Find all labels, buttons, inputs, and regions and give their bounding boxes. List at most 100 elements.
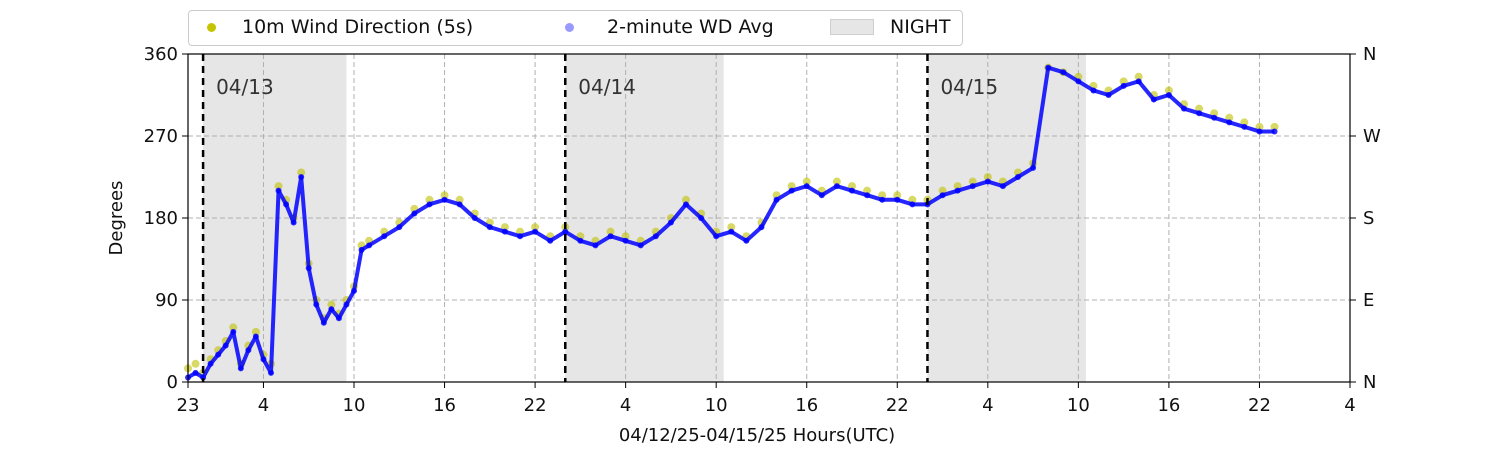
series-1-point-22 [351,287,357,294]
series-0-point-84 [1270,122,1279,131]
series-1-point-56 [849,187,855,194]
series-1-point-66 [999,183,1006,190]
series-1-point-7 [237,365,244,372]
series-0 [184,63,1279,377]
series-1-point-84 [1271,128,1278,135]
series-1-point-32 [486,224,493,231]
series-1-point-80 [1211,114,1218,121]
series-1-point-82 [1241,123,1248,130]
series-1-point-63 [954,187,961,194]
series-1-point-16 [305,265,312,272]
series-1-point-24 [366,242,373,249]
series-1-point-15 [298,174,305,180]
series-1-point-83 [1256,128,1263,135]
series-1-point-30 [456,201,463,208]
series-0-point-15 [297,168,306,177]
x-tick-label-13: 4 [1344,395,1355,416]
series-1-point-9 [252,333,259,340]
series-1-point-74 [1120,82,1127,89]
series-1-point-12 [275,187,282,194]
series-1-point-75 [1135,78,1142,85]
series-0-point-12 [274,182,283,191]
series-0-point-55 [832,177,841,186]
day-marker-label-1: 04/14 [578,75,636,99]
series-1-point-34 [517,233,523,240]
series-1-point-43 [652,233,659,240]
y2-tick-label-1: E [1363,290,1374,311]
series-0-point-77 [1164,86,1173,95]
series-0-point-65 [983,173,992,181]
series-1-point-65 [984,178,991,185]
x-tick-label-7: 16 [795,395,818,416]
series-1-point-59 [894,196,901,203]
series-1-point-78 [1181,105,1187,112]
legend-item-night: NIGHT [830,16,950,38]
series-1-point-42 [637,242,644,249]
series-1-point-20 [335,315,342,322]
series-1-point-44 [667,219,674,226]
series-1-point-73 [1105,92,1112,98]
series-1-point-70 [1060,69,1067,76]
series-1-point-1 [192,369,199,376]
series-1-point-11 [268,369,274,376]
x-tick-label-6: 10 [705,395,728,416]
series-1-point-23 [358,246,365,253]
series-0-point-53 [802,177,811,186]
day-marker-layer: 04/13 04/14 04/15 [201,54,998,382]
series-1-point-26 [396,224,403,231]
series-0-point-75 [1134,72,1143,81]
series-1-point-28 [426,201,433,208]
series-1-point-50 [758,224,765,231]
day-marker-label-0: 04/13 [216,75,274,99]
series-1-point-48 [728,228,735,235]
series-1-point-6 [230,328,237,335]
x-tick-label-10: 10 [1067,395,1090,416]
y-tick-label-1: 90 [155,290,178,311]
series-0-point-59 [893,191,902,200]
series-1-point-54 [818,192,825,199]
night-swatch-icon [830,19,874,35]
series-1-point-55 [833,183,840,190]
series-1-point-58 [879,196,886,203]
series-1-point-10 [260,356,267,363]
series-1-point-25 [381,233,388,240]
series-1-point-3 [207,360,214,367]
day-marker-label-2: 04/15 [940,75,998,99]
legend: 10m Wind Direction (5s) 2-minute WD Avg … [188,10,963,46]
series-1-point-53 [803,183,810,190]
series-1-point-76 [1150,96,1157,103]
series-1-point-8 [245,347,252,354]
y-tick-label-2: 180 [144,208,178,229]
x-tick-label-4: 22 [524,395,547,416]
x-tick-label-9: 4 [982,395,993,416]
series-1-point-33 [501,228,508,235]
series-1-point-5 [222,342,229,349]
series-1-point-67 [1015,174,1021,180]
series-1-point-41 [622,237,629,244]
series-1-point-13 [283,201,290,208]
series-1-point-17 [313,301,320,308]
series-1-point-71 [1075,78,1082,85]
series-1-point-37 [562,228,569,235]
series-1-point-18 [320,319,327,326]
series-1 [185,64,1278,381]
series-0-point-9 [251,327,260,336]
legend-item-wind-direction: 10m Wind Direction (5s) [207,16,473,38]
series-0-point-1 [191,359,200,368]
series-1-point-60 [909,201,916,208]
x-tick-label-5: 4 [620,395,631,416]
series-1-point-29 [441,196,448,203]
x-tick-label-0: 23 [177,395,200,416]
series-layer [184,63,1279,381]
series-1-point-64 [969,183,976,190]
series-1-point-62 [939,192,946,199]
series-1-point-2 [200,374,207,381]
series-1-point-69 [1045,64,1052,71]
y-axis-label: Degrees [106,181,127,256]
series-0-point-48 [727,223,736,232]
series-1-point-79 [1196,110,1203,117]
y2-tick-label-3: W [1363,126,1381,147]
x-tick-label-1: 4 [258,395,269,416]
series-1-point-45 [683,201,689,208]
series-1-point-51 [773,196,780,203]
